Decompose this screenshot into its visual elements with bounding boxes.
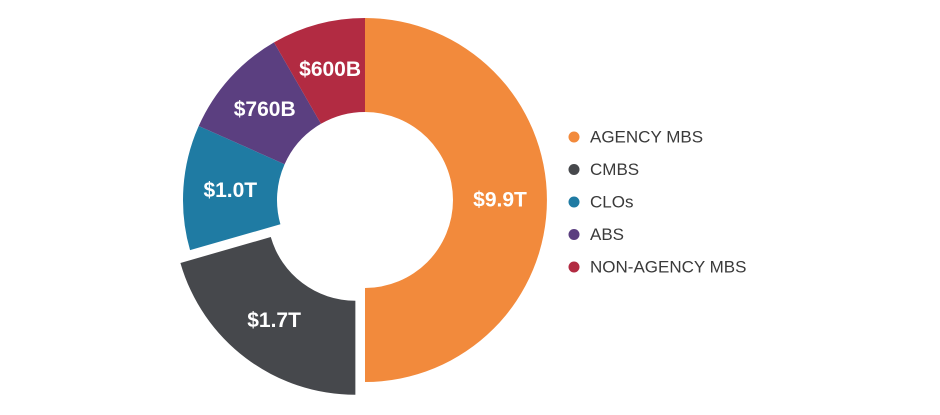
legend-swatch-non-agency-mbs xyxy=(568,261,580,273)
slice-label-clos: $1.0T xyxy=(203,179,257,202)
slice-label-abs: $760B xyxy=(234,98,296,121)
slice-label-non-agency-mbs: $600B xyxy=(299,58,361,81)
legend-swatch-cmbs xyxy=(568,164,580,175)
donut-slices xyxy=(180,18,547,395)
slice-label-agency-mbs: $9.9T xyxy=(473,189,527,212)
legend: AGENCY MBS CMBS CLOs ABS NON-AGENCY MBS xyxy=(568,128,747,277)
legend-swatch-agency-mbs xyxy=(568,131,580,143)
legend-label-clos: CLOs xyxy=(590,193,633,212)
slice-labels: $9.9T $1.7T $1.0T $760B$600B xyxy=(203,58,527,332)
slice-cmbs xyxy=(180,237,356,395)
slice-label-cmbs: $1.7T xyxy=(247,309,301,332)
slice-non-agency-mbs xyxy=(274,18,365,124)
slice-abs xyxy=(198,42,321,165)
legend-label-non-agency-mbs: NON-AGENCY MBS xyxy=(590,258,747,277)
legend-label-agency-mbs: AGENCY MBS xyxy=(590,128,703,147)
legend-swatch-abs xyxy=(568,229,580,240)
legend-label-abs: ABS xyxy=(590,225,624,244)
legend-swatch-clos xyxy=(568,196,580,208)
legend-label-cmbs: CMBS xyxy=(590,160,639,179)
slice-agency-mbs xyxy=(365,18,547,382)
slice-clos xyxy=(183,125,285,251)
